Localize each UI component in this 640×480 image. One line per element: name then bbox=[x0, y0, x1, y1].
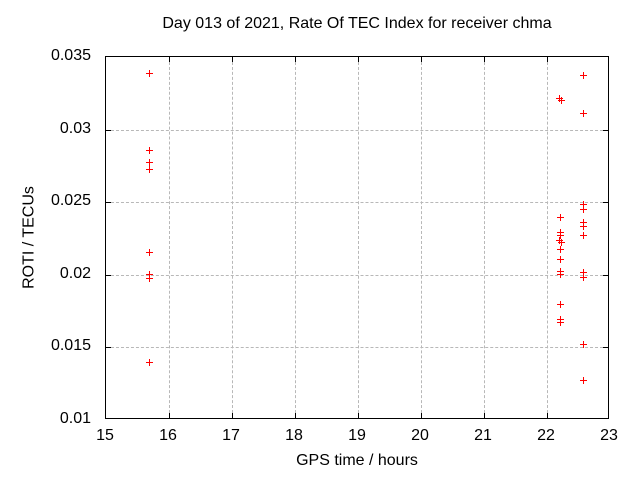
y-gridline bbox=[106, 202, 608, 203]
data-point bbox=[579, 376, 587, 384]
y-tick-mark bbox=[603, 130, 608, 131]
data-point bbox=[556, 237, 564, 245]
data-point bbox=[558, 96, 566, 104]
data-point bbox=[146, 249, 154, 256]
y-tick-mark bbox=[106, 275, 111, 276]
data-point bbox=[146, 270, 154, 278]
x-tick-mark bbox=[421, 413, 422, 418]
x-gridline bbox=[358, 57, 359, 418]
data-point bbox=[579, 71, 587, 79]
x-tick-label: 20 bbox=[411, 427, 429, 444]
data-point bbox=[579, 109, 587, 117]
x-tick-label: 16 bbox=[159, 427, 177, 444]
x-axis-label: GPS time / hours bbox=[296, 452, 418, 469]
x-gridline bbox=[547, 57, 548, 418]
x-gridline bbox=[484, 57, 485, 418]
y-tick-label: 0.01 bbox=[59, 410, 91, 427]
data-point bbox=[146, 275, 154, 283]
data-point bbox=[580, 273, 588, 281]
data-point bbox=[579, 231, 587, 239]
data-point bbox=[556, 270, 564, 278]
y-tick-mark bbox=[603, 202, 608, 203]
x-tick-mark bbox=[547, 413, 548, 418]
y-tick-mark bbox=[106, 202, 111, 203]
x-tick-label: 19 bbox=[348, 427, 366, 444]
x-tick-mark bbox=[232, 57, 233, 62]
x-gridline bbox=[232, 57, 233, 418]
x-gridline bbox=[421, 57, 422, 418]
x-tick-mark bbox=[484, 57, 485, 62]
y-tick-label: 0.02 bbox=[59, 265, 91, 282]
x-tick-mark bbox=[169, 413, 170, 418]
data-point bbox=[556, 318, 564, 326]
x-tick-label: 18 bbox=[285, 427, 303, 444]
chart-title: Day 013 of 2021, Rate Of TEC Index for r… bbox=[162, 15, 552, 32]
y-tick-mark bbox=[106, 347, 111, 348]
data-point bbox=[556, 231, 564, 239]
x-tick-mark bbox=[484, 413, 485, 418]
x-tick-label: 22 bbox=[537, 427, 555, 444]
data-point bbox=[146, 147, 154, 155]
x-tick-mark bbox=[358, 413, 359, 418]
x-tick-label: 23 bbox=[600, 427, 618, 444]
data-point bbox=[557, 238, 565, 246]
data-point bbox=[556, 214, 564, 222]
y-tick-mark bbox=[603, 347, 608, 348]
data-point bbox=[146, 166, 154, 174]
y-gridline bbox=[106, 130, 608, 131]
data-point bbox=[579, 205, 587, 213]
y-tick-mark bbox=[106, 130, 111, 131]
plot-area bbox=[105, 56, 609, 419]
data-point bbox=[579, 269, 587, 277]
x-tick-mark bbox=[295, 57, 296, 62]
x-tick-label: 15 bbox=[96, 427, 114, 444]
x-tick-mark bbox=[547, 57, 548, 62]
y-tick-label: 0.025 bbox=[50, 192, 91, 209]
x-tick-mark bbox=[169, 57, 170, 62]
y-tick-label: 0.015 bbox=[50, 337, 91, 354]
data-point bbox=[146, 359, 154, 367]
data-point bbox=[146, 159, 154, 166]
y-gridline bbox=[106, 275, 608, 276]
data-point bbox=[556, 301, 564, 309]
data-point bbox=[579, 340, 587, 348]
data-point bbox=[579, 201, 587, 209]
data-point bbox=[556, 246, 564, 254]
y-axis-label: ROTI / TECUs bbox=[20, 186, 38, 289]
x-gridline bbox=[295, 57, 296, 418]
data-point bbox=[556, 95, 564, 103]
data-point bbox=[579, 222, 587, 230]
x-tick-mark bbox=[232, 413, 233, 418]
x-tick-mark bbox=[295, 413, 296, 418]
x-tick-label: 17 bbox=[222, 427, 240, 444]
data-point bbox=[556, 256, 564, 264]
x-tick-mark bbox=[421, 57, 422, 62]
y-tick-label: 0.035 bbox=[50, 47, 91, 64]
x-tick-mark bbox=[358, 57, 359, 62]
data-point bbox=[579, 218, 587, 226]
y-tick-label: 0.03 bbox=[59, 120, 91, 137]
x-gridline bbox=[169, 57, 170, 418]
data-point bbox=[146, 70, 154, 78]
x-tick-label: 21 bbox=[474, 427, 492, 444]
y-gridline bbox=[106, 347, 608, 348]
y-tick-mark bbox=[603, 275, 608, 276]
